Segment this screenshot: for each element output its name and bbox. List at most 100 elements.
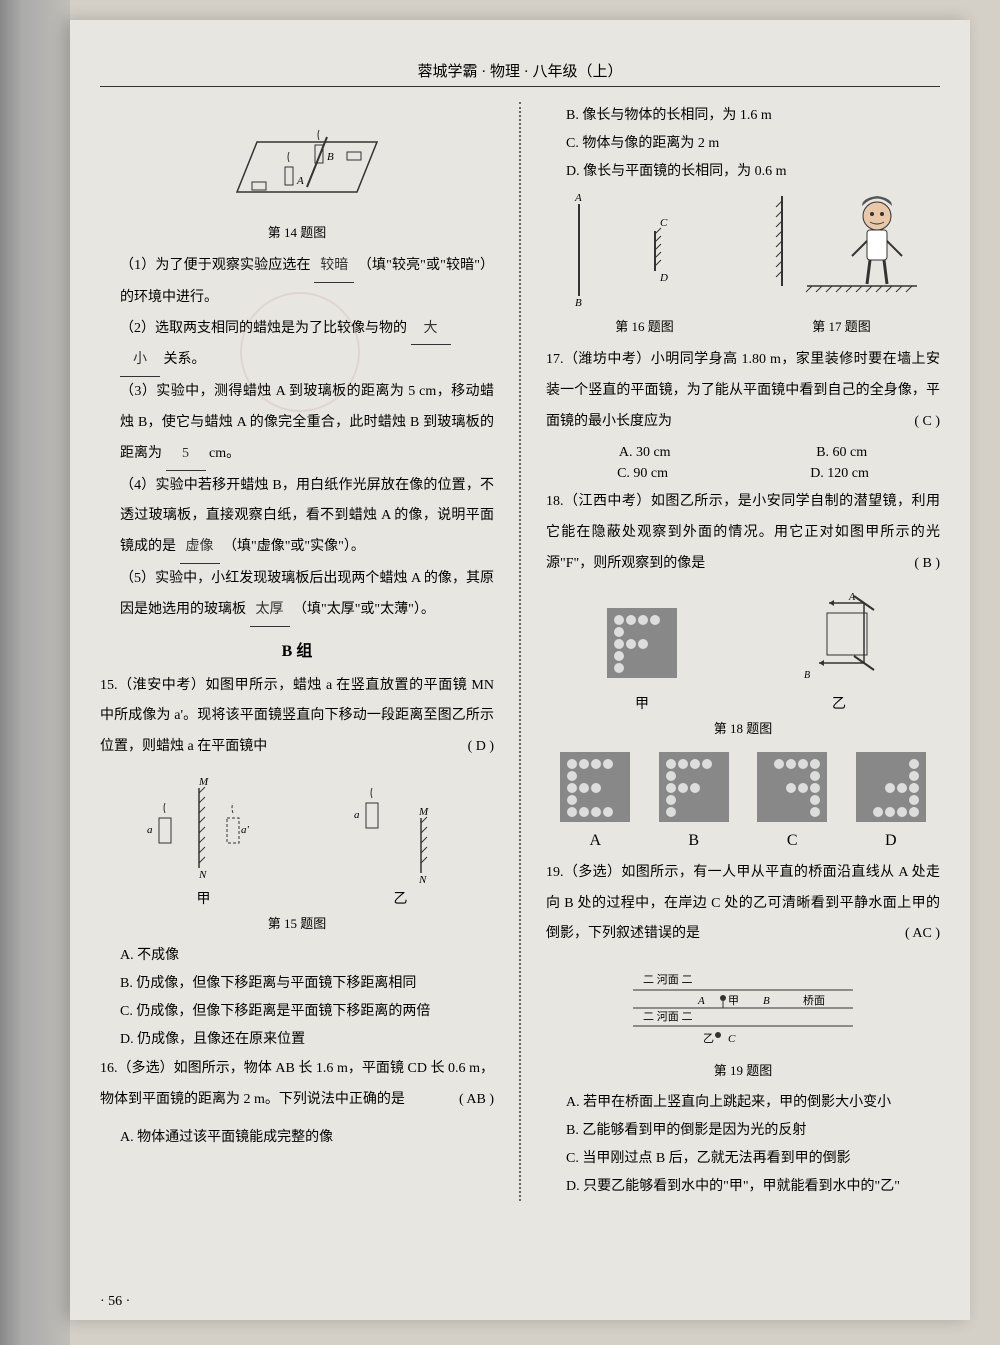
q18-answer: ( B )	[914, 549, 940, 580]
q18-optA-label: A	[555, 832, 635, 850]
q15-text: 15.（淮安中考）如图甲所示，蜡烛 a 在竖直放置的平面镜 MN 中所成像为 a…	[100, 678, 494, 755]
svg-text:二 河面 二: 二 河面 二	[643, 973, 693, 986]
q14-sub3-suffix: cm。	[209, 446, 240, 461]
svg-text:C: C	[660, 217, 668, 229]
q18-options: A B	[546, 747, 940, 850]
q19-answer: ( AC )	[905, 919, 940, 950]
q14-sub2-prefix: （2）选取两支相同的蜡烛是为了比较像与物的	[120, 321, 407, 336]
q14-sub2: （2）选取两支相同的蜡烛是为了比较像与物的 大 小 关系。	[120, 314, 494, 378]
svg-text:A: A	[574, 192, 582, 204]
q16-text: 16.（多选）如图所示，物体 AB 长 1.6 m，平面镜 CD 长 0.6 m…	[100, 1061, 494, 1107]
q19-optD: D. 只要乙能够看到水中的"甲"，甲就能看到水中的"乙"	[566, 1173, 940, 1201]
section-b-title: B 组	[100, 637, 494, 661]
fig15-label-jia: 甲	[139, 888, 269, 908]
q18-optC-label: C	[752, 832, 832, 850]
q14-sub2-suffix: 关系。	[164, 352, 206, 367]
q19-optC: C. 当甲刚过点 B 后，乙就无法再看到甲的倒影	[566, 1145, 940, 1173]
q17-text: 17.（潍坊中考）小明同学身高 1.80 m，家里装修时要在墙上安装一个竖直的平…	[546, 352, 940, 429]
q14-sub4: （4）实验中若移开蜡烛 B，用白纸作光屏放在像的位置，不透过玻璃板，直接观察白纸…	[120, 471, 494, 564]
figure-15: M N a	[100, 773, 494, 932]
q17-answer: ( C )	[914, 407, 940, 438]
figure-18-label: 第 18 题图	[546, 718, 940, 737]
figure-14: A B 第 14 题图	[100, 112, 494, 241]
fig17-label: 第 17 题图	[762, 316, 922, 335]
q14-sub1-prefix: （1）为了便于观察实验应选在	[120, 258, 311, 273]
svg-text:乙: 乙	[703, 1032, 714, 1045]
figure-16-17: A B C D 第 16 题图	[546, 186, 940, 345]
figure-15-jia: M N a	[139, 773, 269, 908]
q15-optC: C. 仍成像，但像下移距离是平面镜下移距离的两倍	[120, 998, 494, 1026]
q18: 18.（江西中考）如图乙所示，是小安同学自制的潜望镜，利用它能在隐蔽处观察到外面…	[546, 487, 940, 579]
right-column: B. 像长与物体的长相同，为 1.6 m C. 物体与像的距离为 2 m D. …	[546, 102, 940, 1201]
q17-options-row1: A. 30 cm B. 60 cm	[546, 445, 940, 461]
figure-19-label: 第 19 题图	[546, 1060, 940, 1079]
svg-text:a': a'	[241, 824, 250, 836]
q16-optC: C. 物体与像的距离为 2 m	[566, 130, 940, 158]
q18-optA-fig: A	[555, 747, 635, 850]
svg-text:二 河面 二: 二 河面 二	[643, 1010, 693, 1023]
q16-optD: D. 像长与平面镜的长相同，为 0.6 m	[566, 158, 940, 186]
q19-optB: B. 乙能够看到甲的倒影是因为光的反射	[566, 1117, 940, 1145]
svg-text:B: B	[804, 670, 810, 681]
q14-sub2-blank1: 大	[411, 314, 451, 346]
q17-optD: D. 120 cm	[810, 466, 869, 482]
column-divider	[519, 102, 521, 1201]
svg-text:桥面: 桥面	[803, 994, 825, 1007]
q14-sub5: （5）实验中，小红发现玻璃板后出现两个蜡烛 A 的像，其原因是她选用的玻璃板 太…	[120, 564, 494, 627]
q14-sub1-blank: 较暗	[314, 251, 354, 283]
svg-text:D: D	[659, 272, 668, 284]
fig15-label-yi: 乙	[346, 888, 456, 908]
fig16-label: 第 16 题图	[565, 316, 725, 335]
figure-16: A B C D 第 16 题图	[565, 186, 725, 345]
q14-sub3-blank: 5	[166, 439, 206, 471]
q14-sub2-blank2: 小	[120, 345, 160, 377]
left-column: A B 第 14 题图 （1）为了便于观察实验应选在 较暗 （填"较亮"或"较暗…	[100, 102, 494, 1201]
svg-text:B: B	[763, 995, 770, 1007]
q18-optD-fig: D	[851, 747, 931, 850]
figure-15-label: 第 15 题图	[100, 913, 494, 932]
svg-text:C: C	[728, 1033, 736, 1045]
q17-optC: C. 90 cm	[617, 466, 668, 482]
page: 蓉城学霸 · 物理 · 八年级（上） A B 第 14 题图	[70, 20, 970, 1320]
figure-19: 二 河面 二 A 甲 B 桥面 二 河面 二 乙 C 第 19 题图	[546, 960, 940, 1079]
svg-text:a: a	[147, 824, 153, 836]
q17-options-row2: C. 90 cm D. 120 cm	[546, 466, 940, 482]
svg-text:N: N	[418, 874, 427, 883]
figure-14-svg: A B	[207, 112, 387, 212]
svg-text:B: B	[575, 297, 582, 306]
q16-optA: A. 物体通过该平面镜能成完整的像	[120, 1124, 494, 1152]
svg-text:B: B	[327, 151, 334, 163]
figure-18-yi: A B 乙	[789, 588, 889, 713]
q16-optB: B. 像长与物体的长相同，为 1.6 m	[566, 102, 940, 130]
q14-sub3: （3）实验中，测得蜡烛 A 到玻璃板的距离为 5 cm，移动蜡烛 B，使它与蜡烛…	[120, 377, 494, 470]
svg-text:M: M	[418, 806, 429, 818]
q15-optB: B. 仍成像，但像下移距离与平面镜下移距离相同	[120, 970, 494, 998]
figure-18-top: 甲 A B 乙	[546, 588, 940, 713]
figure-18-jia: 甲	[597, 598, 687, 713]
q19-optA: A. 若甲在桥面上竖直向上跳起来，甲的倒影大小变小	[566, 1089, 940, 1117]
q15-optD: D. 仍成像，且像还在原来位置	[120, 1026, 494, 1054]
header-title: 蓉城学霸 · 物理 · 八年级（上）	[418, 64, 623, 80]
q19-text: 19.（多选）如图所示，有一人甲从平直的桥面沿直线从 A 处走向 B 处的过程中…	[546, 865, 940, 942]
q18-optB-label: B	[654, 832, 734, 850]
figure-14-label: 第 14 题图	[100, 222, 494, 241]
q19: 19.（多选）如图所示，有一人甲从平直的桥面沿直线从 A 处走向 B 处的过程中…	[546, 858, 940, 950]
svg-text:a: a	[354, 809, 360, 821]
q17: 17.（潍坊中考）小明同学身高 1.80 m，家里装修时要在墙上安装一个竖直的平…	[546, 345, 940, 437]
svg-text:甲: 甲	[728, 995, 739, 1007]
figure-15-yi: a M N 乙	[346, 773, 456, 908]
figure-17: 第 17 题图	[762, 186, 922, 345]
q15-optA: A. 不成像	[120, 942, 494, 970]
q14-sub1: （1）为了便于观察实验应选在 较暗 （填"较亮"或"较暗"）的环境中进行。	[120, 251, 494, 314]
book-spine	[0, 0, 70, 1345]
svg-text:M: M	[198, 776, 209, 788]
svg-text:A: A	[697, 995, 705, 1007]
q17-optA: A. 30 cm	[619, 445, 671, 461]
page-header: 蓉城学霸 · 物理 · 八年级（上）	[100, 60, 940, 87]
q17-optB: B. 60 cm	[816, 445, 867, 461]
q14-sub4-suffix: （填"虚像"或"实像"）。	[223, 539, 365, 554]
q14-sub5-blank: 太厚	[250, 595, 290, 627]
svg-text:N: N	[198, 869, 207, 881]
q14-sub4-blank: 虚像	[180, 532, 220, 564]
q16-answer: ( AB )	[459, 1085, 494, 1116]
